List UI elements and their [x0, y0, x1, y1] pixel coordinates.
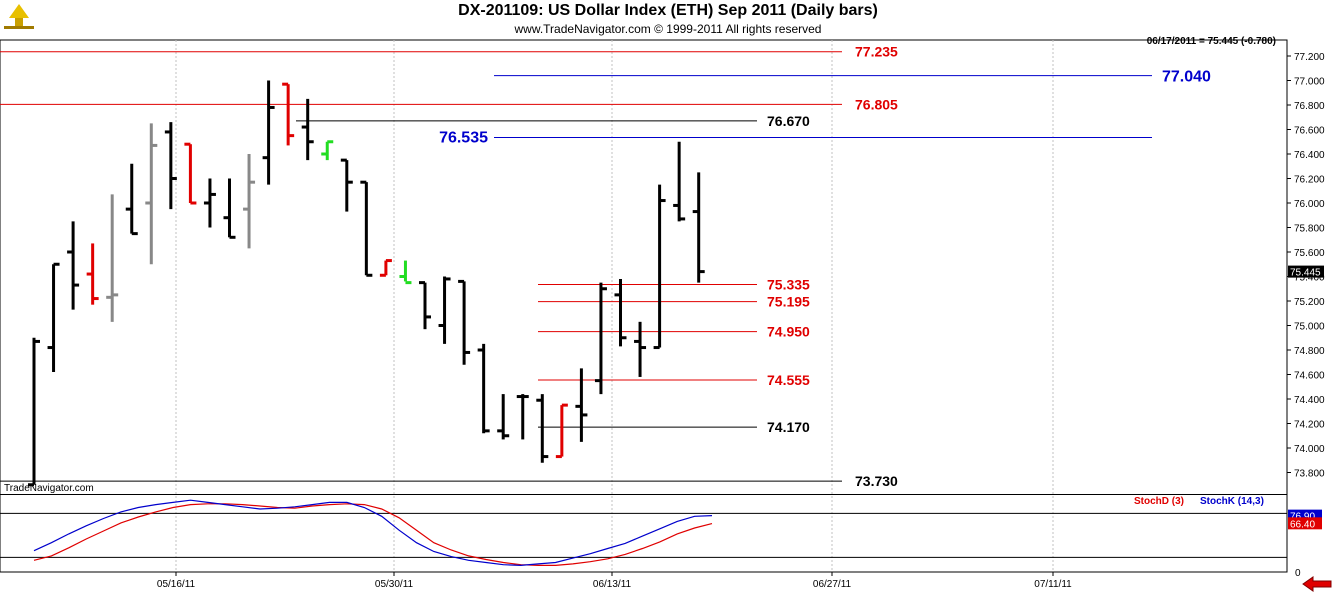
last-price-tag [1288, 265, 1324, 278]
y-tick-label: 73.800 [1294, 469, 1325, 480]
stochk-line [33, 499, 713, 567]
ohlc-bar [301, 98, 314, 161]
ohlc-bar [477, 343, 490, 434]
ohlc-bar [555, 403, 568, 459]
trade-navigator-logo [4, 4, 34, 29]
y-tick-label: 75.200 [1294, 297, 1325, 308]
y-tick-label: 77.200 [1294, 52, 1325, 63]
ohlc-bar [594, 282, 607, 395]
copyright-text: www.TradeNavigator.com © 1999-2011 All r… [514, 22, 822, 36]
y-tick-label: 76.000 [1294, 199, 1325, 210]
level-label: 74.555 [767, 372, 810, 388]
ohlc-bar [399, 260, 412, 285]
ohlc-bar [28, 337, 40, 487]
ohlc-bar [458, 279, 471, 365]
stochd-line [33, 503, 713, 567]
x-tick-label: 06/13/11 [593, 579, 632, 590]
ohlc-bar [692, 172, 705, 283]
stochd-value-label: 66.40 [1290, 519, 1315, 530]
y-tick-label: 76.400 [1294, 150, 1325, 161]
stochk-value-label: 76.90 [1290, 512, 1315, 523]
grid [0, 39, 1288, 573]
y-tick-label: 75.000 [1294, 322, 1325, 333]
y-tick-label: 76.200 [1294, 175, 1325, 186]
ohlc-bar [145, 123, 158, 265]
y-tick-label: 74.600 [1294, 371, 1325, 382]
axes: 05/16/11 05/30/11 06/13/11 06/27/11 07/11/11… [157, 52, 1325, 590]
ohlc-bar [360, 180, 373, 277]
ohlc-bar [262, 80, 275, 185]
last-price-tag-label: 75.445 [1290, 268, 1321, 279]
stochk-legend: StochK (14,3) [1200, 496, 1264, 507]
ohlc-bar [614, 278, 627, 347]
y-tick-label: 77.000 [1294, 77, 1325, 88]
y-tick-label: 74.200 [1294, 420, 1325, 431]
ohlc-bar [575, 368, 588, 442]
ohlc-bar [203, 178, 216, 228]
level-label: 76.535 [439, 129, 488, 146]
ohlc-bar [47, 262, 60, 373]
price-bars [28, 80, 705, 487]
level-label: 77.235 [855, 44, 898, 60]
y-tick-label: 74.400 [1294, 395, 1325, 406]
y-tick-label: 75.600 [1294, 248, 1325, 259]
y-tick-label: 75.400 [1294, 273, 1325, 284]
ohlc-bar [67, 221, 80, 310]
ohlc-bar [125, 163, 138, 236]
x-tick-label: 07/11/11 [1034, 579, 1072, 590]
level-lines: 77.235 77.040 76.805 76.670 76.535 75.335 75.1… [0, 44, 1211, 489]
ohlc-bar [106, 194, 119, 322]
ohlc-bar [673, 141, 686, 222]
ohlc-bar [164, 122, 177, 210]
watermark: TradeNavigator.com [4, 483, 94, 494]
y-tick-label: 76.800 [1294, 101, 1325, 112]
y-tick-label: 74.800 [1294, 346, 1325, 357]
ohlc-bar [340, 158, 353, 212]
scroll-left-arrow-icon[interactable] [1302, 576, 1332, 592]
level-label: 73.730 [855, 473, 898, 489]
level-label: 77.040 [1162, 69, 1211, 86]
level-label: 76.670 [767, 113, 810, 129]
ohlc-bar [536, 394, 549, 463]
ohlc-bar [497, 394, 510, 440]
ohlc-bar [379, 259, 392, 277]
ohlc-bar [321, 140, 334, 161]
level-label: 74.950 [767, 324, 810, 340]
ohlc-bar [243, 154, 256, 249]
ohlc-bar [223, 178, 236, 239]
stoch-y-tick-label: 0 [1295, 568, 1301, 579]
stochastic-panel [0, 499, 1287, 567]
chart-title: DX-201109: US Dollar Index (ETH) Sep 201… [458, 2, 878, 19]
level-label: 74.170 [767, 419, 810, 435]
x-tick-label: 05/16/11 [157, 579, 196, 590]
y-tick-label: 74.000 [1294, 444, 1325, 455]
ohlc-bar [86, 243, 99, 305]
y-tick-label: 75.800 [1294, 224, 1325, 235]
x-tick-label: 05/30/11 [375, 579, 414, 590]
level-label: 75.195 [767, 294, 810, 310]
stochd-legend: StochD (3) [1134, 496, 1184, 507]
level-label: 75.335 [767, 276, 810, 292]
ohlc-bar [634, 321, 647, 377]
level-label: 76.805 [855, 96, 898, 112]
ohlc-bar [184, 142, 197, 205]
ohlc-bar [516, 394, 529, 440]
stochd-value-tag [1288, 517, 1322, 530]
y-tick-label: 76.600 [1294, 126, 1325, 137]
ohlc-bar [282, 82, 295, 146]
x-tick-label: 06/27/11 [813, 579, 852, 590]
ohlc-bar [653, 184, 666, 350]
ohlc-bar [438, 276, 451, 344]
plot-frame [0, 39, 1288, 573]
ohlc-bar [419, 281, 431, 330]
last-quote: 06/17/2011 = 75.445 (-0.780) [1146, 36, 1276, 47]
